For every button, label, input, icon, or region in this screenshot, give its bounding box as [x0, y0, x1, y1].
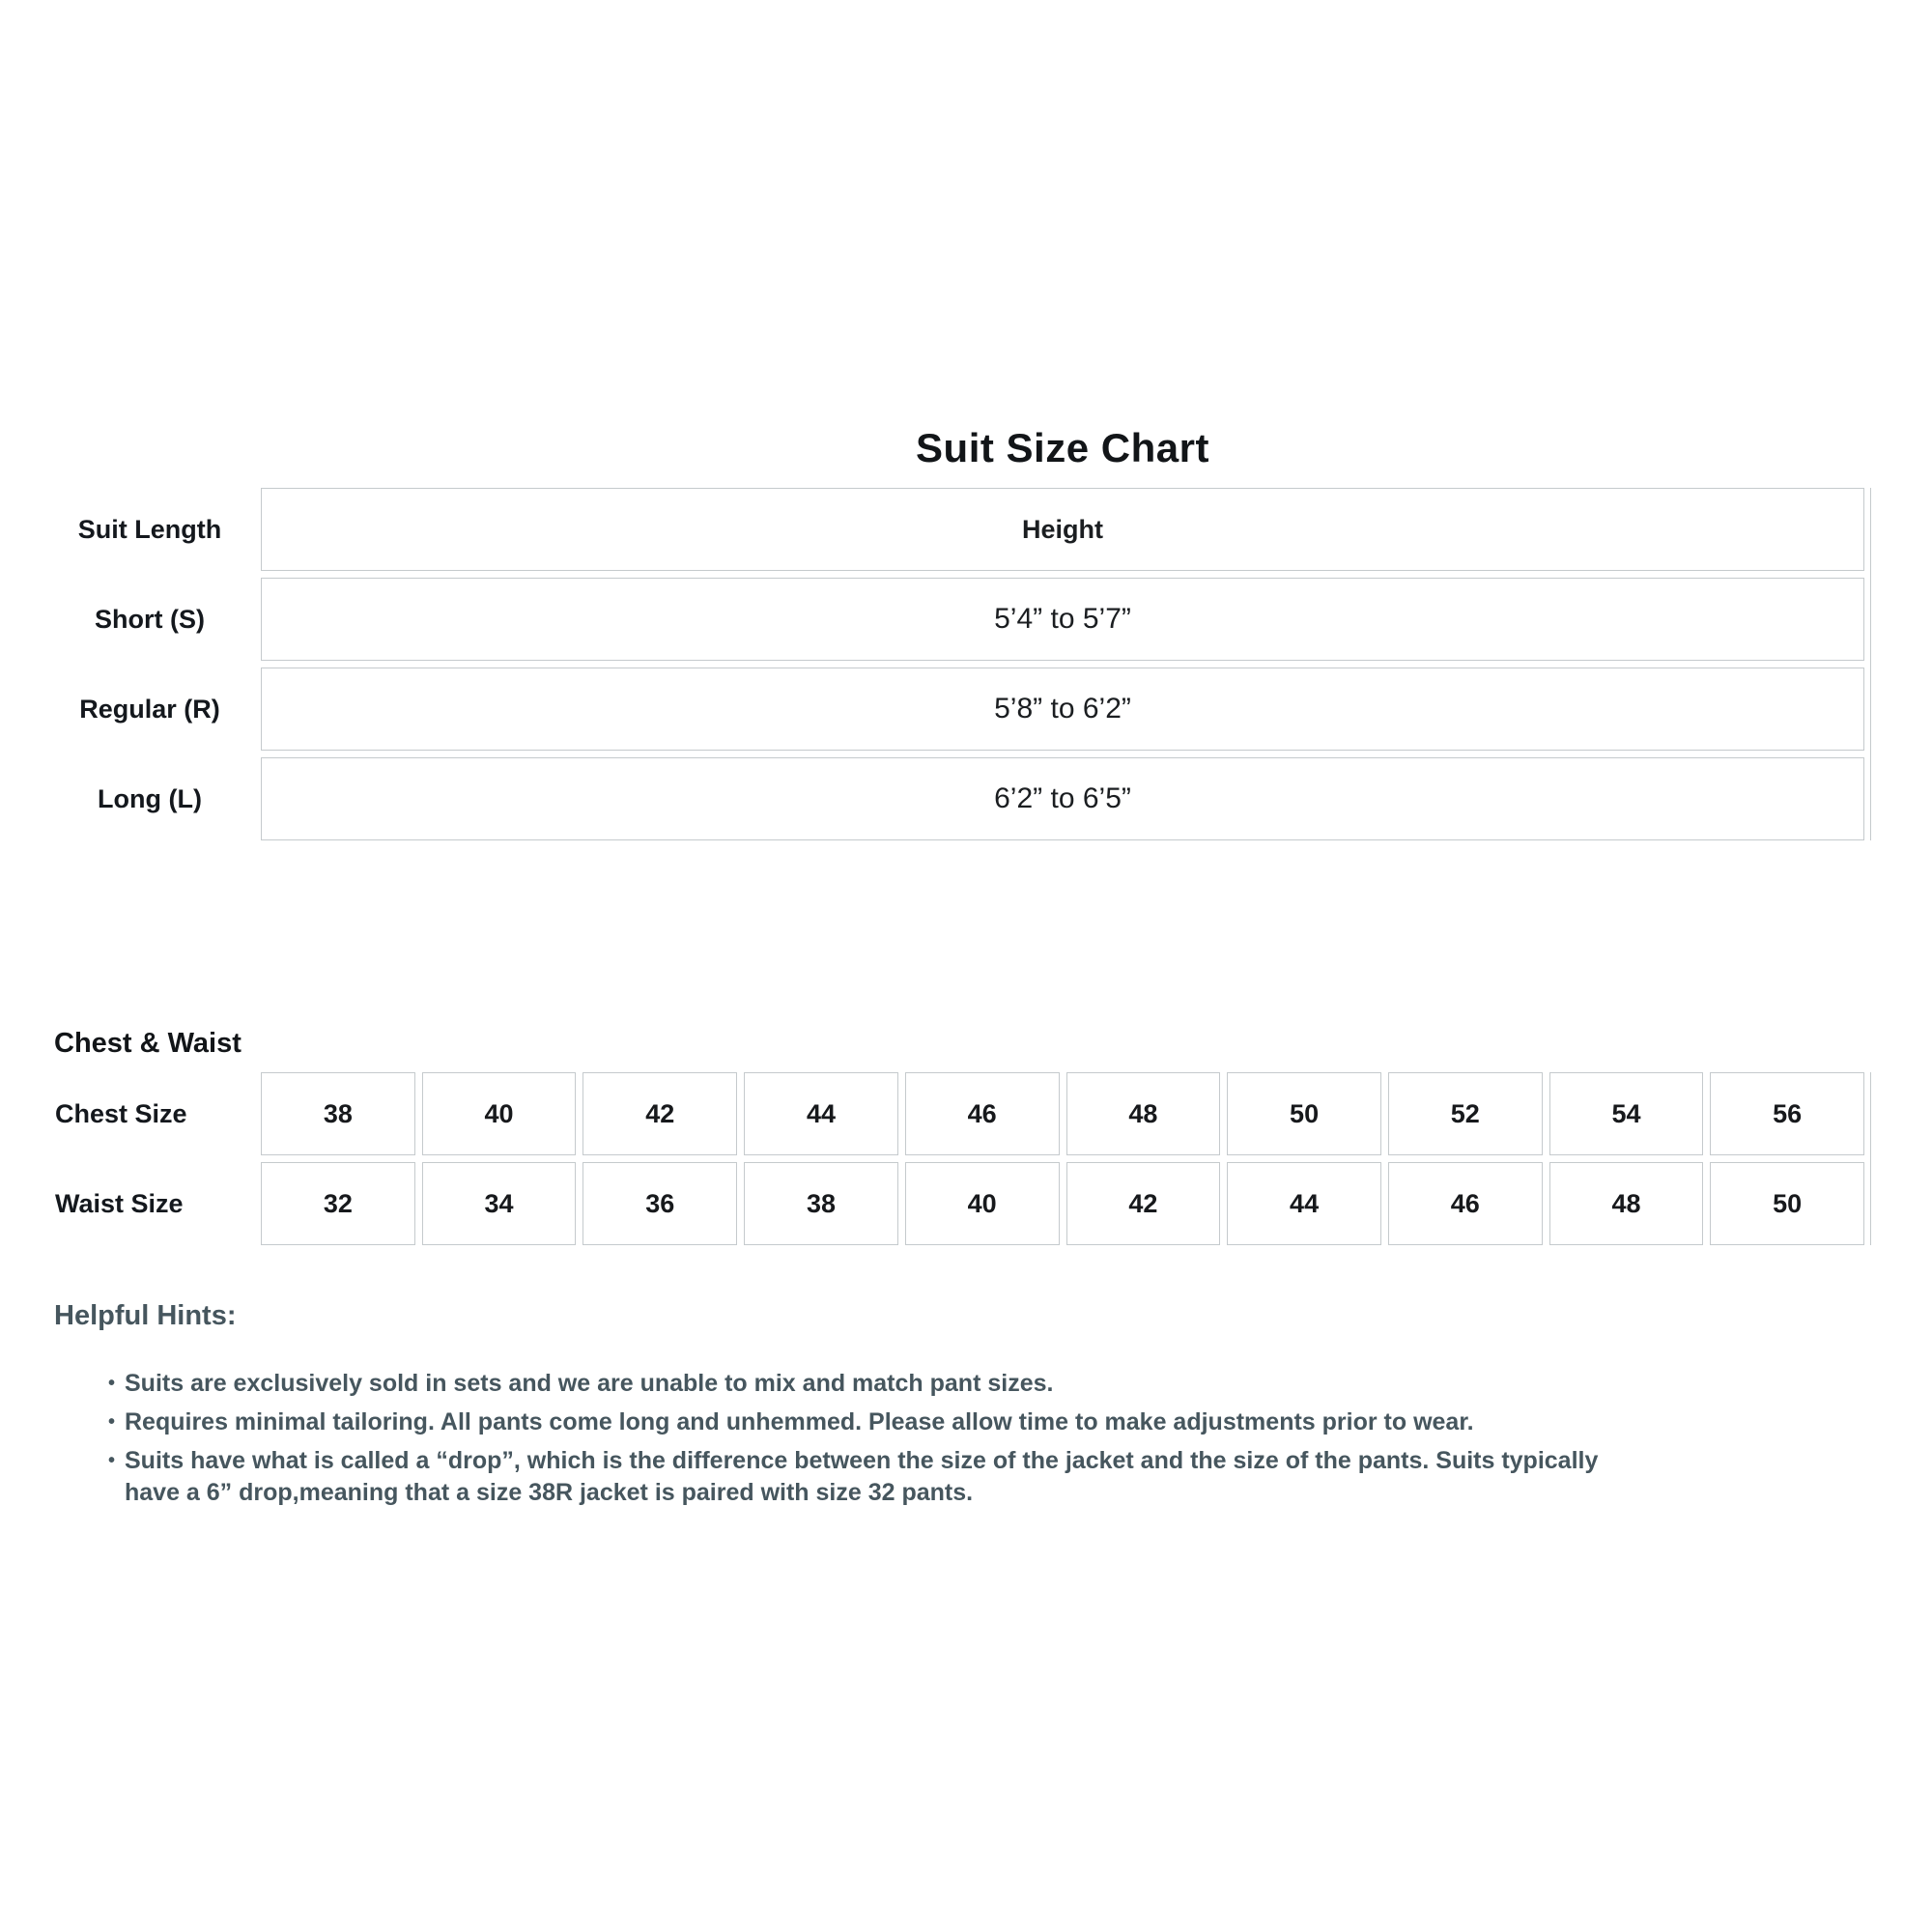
table-cell: 44 — [1227, 1162, 1381, 1245]
hint-text: Suits have what is called a “drop”, whic… — [125, 1447, 1599, 1506]
table-cell: 48 — [1065, 1072, 1221, 1155]
list-item: • Suits have what is called a “drop”, wh… — [108, 1445, 1789, 1509]
table-cell: 42 — [582, 1072, 738, 1155]
height-value-long: 6’2” to 6’5” — [261, 757, 1864, 840]
table-cell: 34 — [421, 1162, 577, 1245]
waist-size-cells: 32 34 36 38 40 42 44 46 48 50 — [261, 1162, 1865, 1245]
table-row: Suit Length Height — [39, 488, 1864, 571]
table-cell: 50 — [1227, 1072, 1381, 1155]
table-cell: 40 — [421, 1072, 577, 1155]
list-item: • Suits are exclusively sold in sets and… — [108, 1368, 1789, 1400]
table-cell: 48 — [1548, 1162, 1704, 1245]
row-label-long: Long (L) — [98, 783, 202, 813]
hint-text: Requires minimal tailoring. All pants co… — [125, 1408, 1474, 1435]
row-label-regular: Regular (R) — [79, 694, 220, 724]
chest-waist-heading: Chest & Waist — [54, 1028, 242, 1059]
page-title: Suit Size Chart — [916, 425, 1209, 470]
bullet-icon: • — [108, 1411, 116, 1433]
table-cell: 40 — [904, 1162, 1060, 1245]
row-label-waist-size: Waist Size — [55, 1188, 184, 1218]
table-row: Regular (R) 5’8” to 6’2” — [39, 668, 1864, 751]
chest-size-cells: 38 40 42 44 46 48 50 52 54 56 — [261, 1072, 1865, 1155]
hint-text: Suits are exclusively sold in sets and w… — [125, 1370, 1054, 1397]
table-cell: 38 — [261, 1072, 415, 1155]
table-cell: 32 — [261, 1162, 415, 1245]
table-row: Short (S) 5’4” to 5’7” — [39, 578, 1864, 661]
table-cell: 42 — [1065, 1162, 1221, 1245]
table-cell: 46 — [1387, 1162, 1543, 1245]
row-label-chest-size: Chest Size — [55, 1098, 187, 1128]
table-cell: 46 — [904, 1072, 1060, 1155]
height-value-short: 5’4” to 5’7” — [261, 578, 1864, 661]
table-row: Chest Size 38 40 42 44 46 48 50 52 54 56 — [39, 1072, 1865, 1155]
height-value-regular: 5’8” to 6’2” — [261, 668, 1864, 751]
table-cell: 44 — [744, 1072, 898, 1155]
helpful-hints-heading: Helpful Hints: — [54, 1300, 237, 1331]
table-row: Long (L) 6’2” to 6’5” — [39, 757, 1864, 840]
table-cell: 52 — [1387, 1072, 1543, 1155]
table-cell: 50 — [1710, 1162, 1865, 1245]
helpful-hints-list: • Suits are exclusively sold in sets and… — [108, 1368, 1789, 1516]
chest-waist-table: Chest Size 38 40 42 44 46 48 50 52 54 56… — [39, 1072, 1871, 1245]
suit-length-table: Suit Length Height Short (S) 5’4” to 5’7… — [39, 488, 1871, 840]
table-cell: 56 — [1710, 1072, 1865, 1155]
table-row: Waist Size 32 34 36 38 40 42 44 46 48 50 — [39, 1162, 1865, 1245]
row-header-suit-length: Suit Length — [77, 514, 222, 544]
list-item: • Requires minimal tailoring. All pants … — [108, 1406, 1789, 1438]
column-header-height: Height — [261, 488, 1864, 571]
table-cell: 54 — [1548, 1072, 1704, 1155]
bullet-icon: • — [108, 1450, 116, 1471]
table-cell: 36 — [582, 1162, 738, 1245]
row-label-short: Short (S) — [95, 604, 205, 634]
bullet-icon: • — [108, 1373, 116, 1394]
table-cell: 38 — [744, 1162, 898, 1245]
